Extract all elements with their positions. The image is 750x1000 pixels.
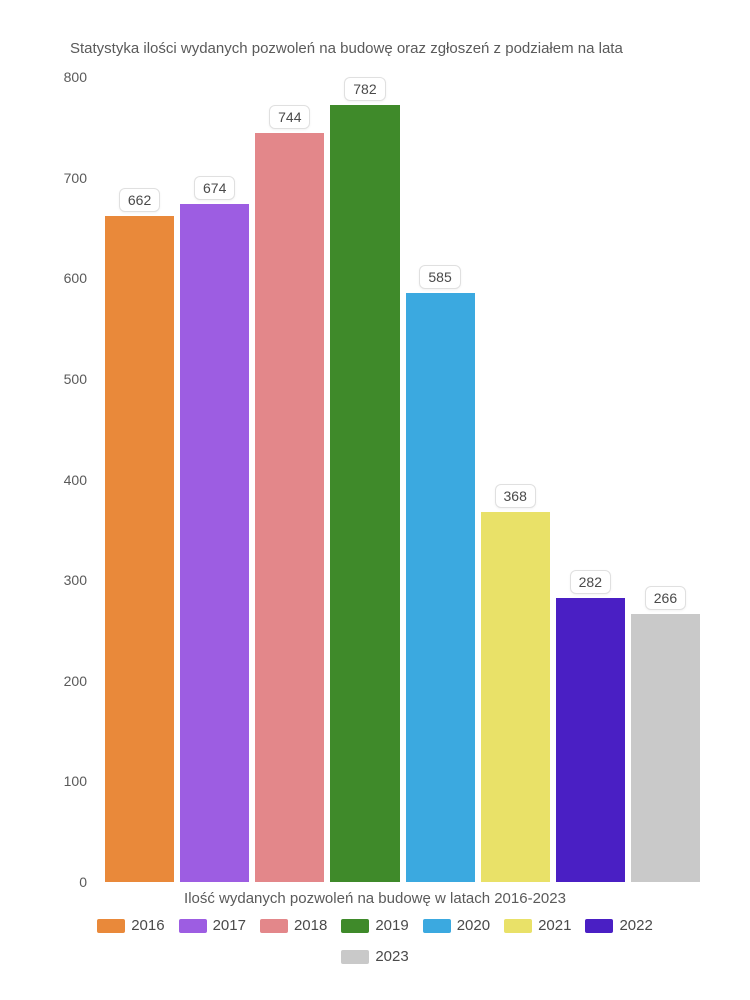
bar — [481, 512, 550, 882]
bar-column: 782 — [330, 77, 399, 882]
legend: 2016 2017 2018 2019 2020 2021 2022 2023 — [30, 917, 720, 965]
bar-value-label: 744 — [269, 105, 310, 129]
y-tick: 700 — [64, 170, 87, 186]
bar-column: 282 — [556, 77, 625, 882]
y-tick: 800 — [64, 69, 87, 85]
bar-value-label: 368 — [495, 484, 536, 508]
y-tick: 400 — [64, 472, 87, 488]
y-tick: 500 — [64, 371, 87, 387]
y-axis: 0100200300400500600700800 — [55, 77, 95, 882]
x-axis-label: Ilość wydanych pozwoleń na budowę w lata… — [30, 890, 720, 907]
legend-label: 2017 — [213, 917, 246, 934]
bar — [556, 598, 625, 882]
legend-item: 2016 — [97, 917, 164, 934]
legend-label: 2022 — [619, 917, 652, 934]
legend-swatch — [423, 919, 451, 933]
legend-swatch — [97, 919, 125, 933]
bar-column: 674 — [180, 77, 249, 882]
legend-item: 2017 — [179, 917, 246, 934]
legend-label: 2021 — [538, 917, 571, 934]
bar — [255, 133, 324, 882]
bar-column: 368 — [481, 77, 550, 882]
y-tick: 600 — [64, 270, 87, 286]
legend-swatch — [341, 919, 369, 933]
bar-value-label: 585 — [419, 265, 460, 289]
bars-container: 662 674 744 782 585 368 282 266 — [95, 77, 710, 882]
legend-swatch — [260, 919, 288, 933]
legend-label: 2023 — [375, 948, 408, 965]
y-tick: 100 — [64, 773, 87, 789]
bar-column: 266 — [631, 77, 700, 882]
legend-item: 2018 — [260, 917, 327, 934]
legend-swatch — [585, 919, 613, 933]
bar-value-label: 674 — [194, 176, 235, 200]
bar — [631, 614, 700, 882]
bar — [180, 204, 249, 882]
bar-value-label: 782 — [344, 77, 385, 101]
y-tick: 200 — [64, 673, 87, 689]
legend-swatch — [341, 950, 369, 964]
bar-column: 662 — [105, 77, 174, 882]
bar — [105, 216, 174, 882]
legend-item: 2022 — [585, 917, 652, 934]
bar-value-label: 662 — [119, 188, 160, 212]
legend-swatch — [179, 919, 207, 933]
bar-column: 744 — [255, 77, 324, 882]
chart-plot-area: 0100200300400500600700800 66267474478258… — [95, 77, 710, 882]
legend-item: 2023 — [341, 948, 408, 965]
legend-label: 2016 — [131, 917, 164, 934]
legend-item: 2019 — [341, 917, 408, 934]
bar-value-label: 282 — [570, 570, 611, 594]
legend-label: 2020 — [457, 917, 490, 934]
legend-item: 2021 — [504, 917, 571, 934]
bar — [330, 105, 399, 882]
legend-swatch — [504, 919, 532, 933]
y-tick: 0 — [79, 874, 87, 890]
chart-title: Statystyka ilości wydanych pozwoleń na b… — [30, 40, 720, 57]
legend-item: 2020 — [423, 917, 490, 934]
legend-label: 2019 — [375, 917, 408, 934]
legend-label: 2018 — [294, 917, 327, 934]
bar — [406, 293, 475, 882]
bar-value-label: 266 — [645, 586, 686, 610]
y-tick: 300 — [64, 572, 87, 588]
bar-column: 585 — [406, 77, 475, 882]
